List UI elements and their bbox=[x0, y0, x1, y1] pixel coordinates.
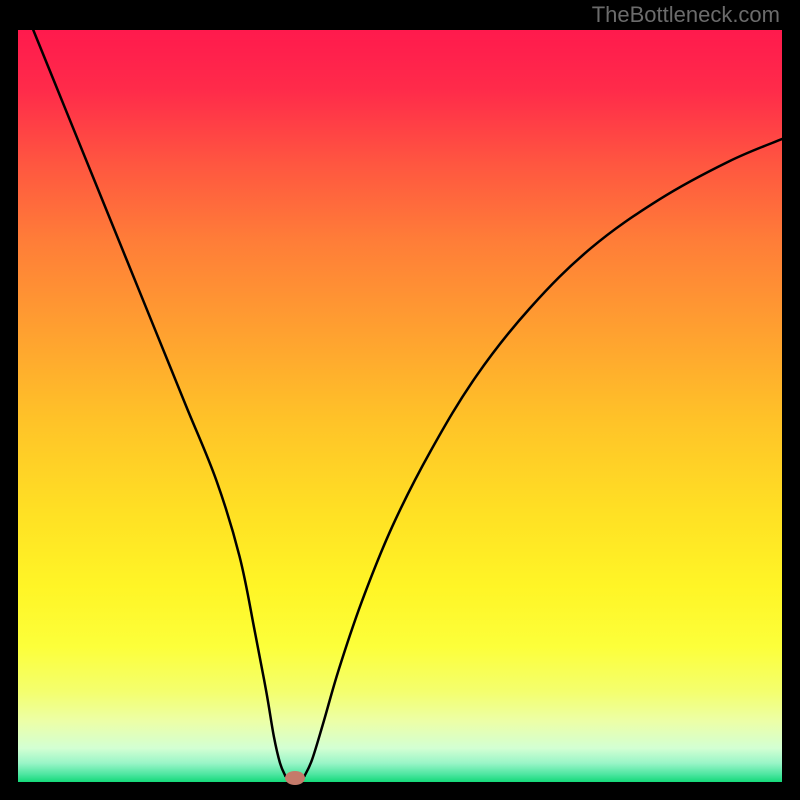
minimum-marker bbox=[285, 771, 305, 785]
chart-frame: TheBottleneck.com bbox=[0, 0, 800, 800]
plot-area bbox=[18, 30, 782, 782]
bottleneck-curve bbox=[18, 30, 782, 782]
watermark-text: TheBottleneck.com bbox=[592, 2, 780, 28]
